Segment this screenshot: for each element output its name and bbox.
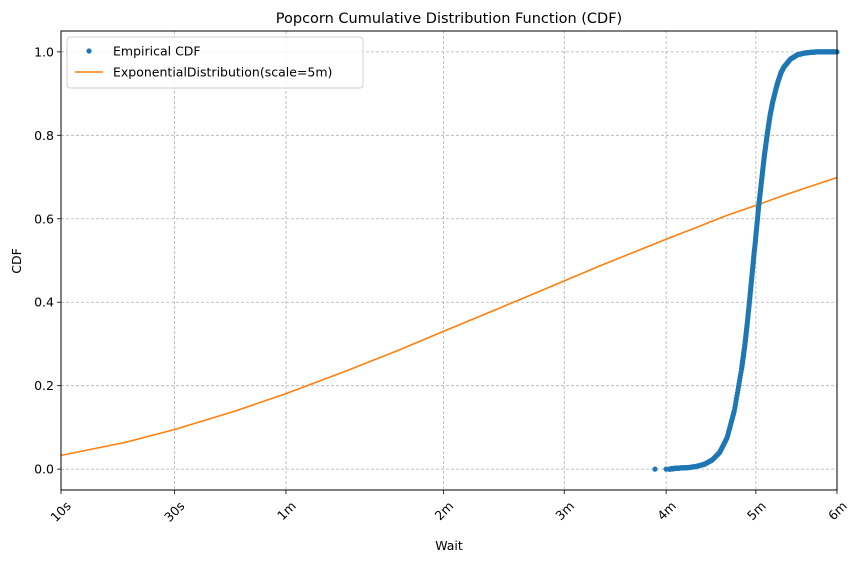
legend-label-empirical: Empirical CDF [113, 44, 201, 59]
y-tick-label: 0.2 [34, 378, 54, 393]
chart-title: Popcorn Cumulative Distribution Function… [276, 11, 622, 27]
axes-frame [60, 30, 838, 491]
legend-box [66, 36, 364, 89]
y-tick-label: 0.4 [34, 295, 54, 310]
exponential-cdf-line [60, 176, 838, 457]
empirical-cdf-point [652, 466, 658, 472]
legend-marker-empirical [86, 48, 92, 54]
y-axis: 0.0 0.2 0.4 0.6 0.8 1.0 [34, 44, 61, 477]
legend-label-exponential: ExponentialDistribution(scale=5m) [113, 65, 332, 80]
empirical-cdf-points [652, 49, 840, 472]
plot-area [60, 49, 840, 472]
legend: Empirical CDF ExponentialDistribution(sca… [66, 36, 364, 89]
y-tick-label: 1.0 [34, 44, 54, 59]
x-axis-label: Wait [435, 538, 463, 553]
y-axis-label: CDF [9, 248, 24, 274]
y-tick-label: 0.6 [34, 211, 54, 226]
grid-lines [60, 31, 838, 490]
y-tick-label: 0.8 [34, 128, 54, 143]
y-tick-label: 0.0 [34, 462, 54, 477]
